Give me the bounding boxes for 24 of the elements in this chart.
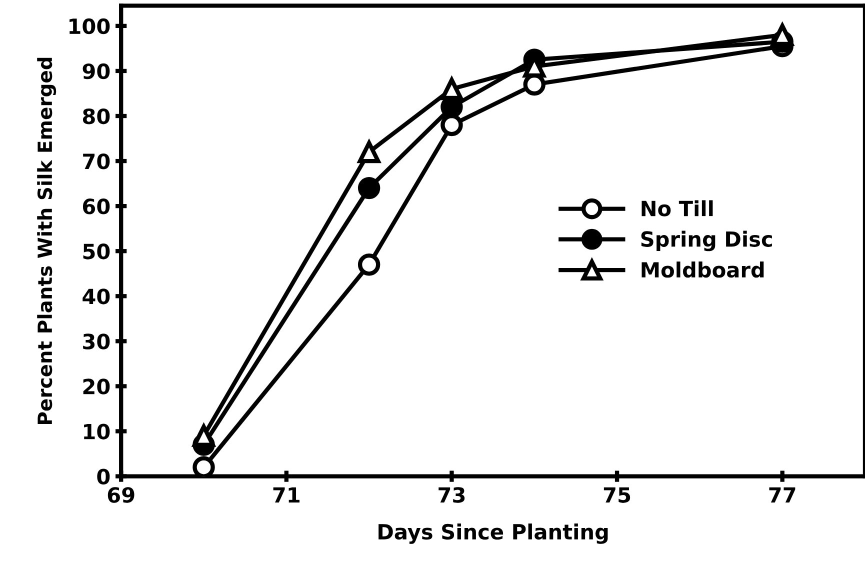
legend-label: No Till [642, 200, 713, 216]
y-tick-label: 0 [97, 468, 110, 484]
y-tick-label: 20 [83, 378, 110, 394]
point [192, 456, 215, 476]
y-tick-label: 60 [82, 198, 110, 214]
x-tick-label: 69 [108, 487, 134, 503]
y-axis-title: Percent Plants With Silk Emerged [37, 58, 56, 424]
x-tick-label: 73 [438, 487, 465, 503]
y-tick-label: 100 [70, 18, 110, 34]
x-axis-title: Days Since Planting [378, 524, 608, 544]
point [358, 176, 380, 200]
y-tick-label: 30 [83, 334, 110, 350]
y-tick-label: 40 [82, 288, 110, 304]
y-tick-label: 10 [84, 424, 110, 440]
y-tick-label: 80 [82, 108, 110, 124]
y-tick-label: 70 [83, 153, 110, 170]
point [358, 254, 380, 276]
legend-label: Spring Disc [641, 230, 772, 252]
x-tick-label: 75 [604, 487, 630, 503]
legend-label: Moldboard [642, 262, 764, 278]
y-tick-label: 90 [82, 63, 110, 80]
x-tick-label: 77 [769, 487, 796, 503]
x-tick-label: 71 [273, 487, 300, 503]
y-tick-label: 50 [83, 244, 110, 260]
